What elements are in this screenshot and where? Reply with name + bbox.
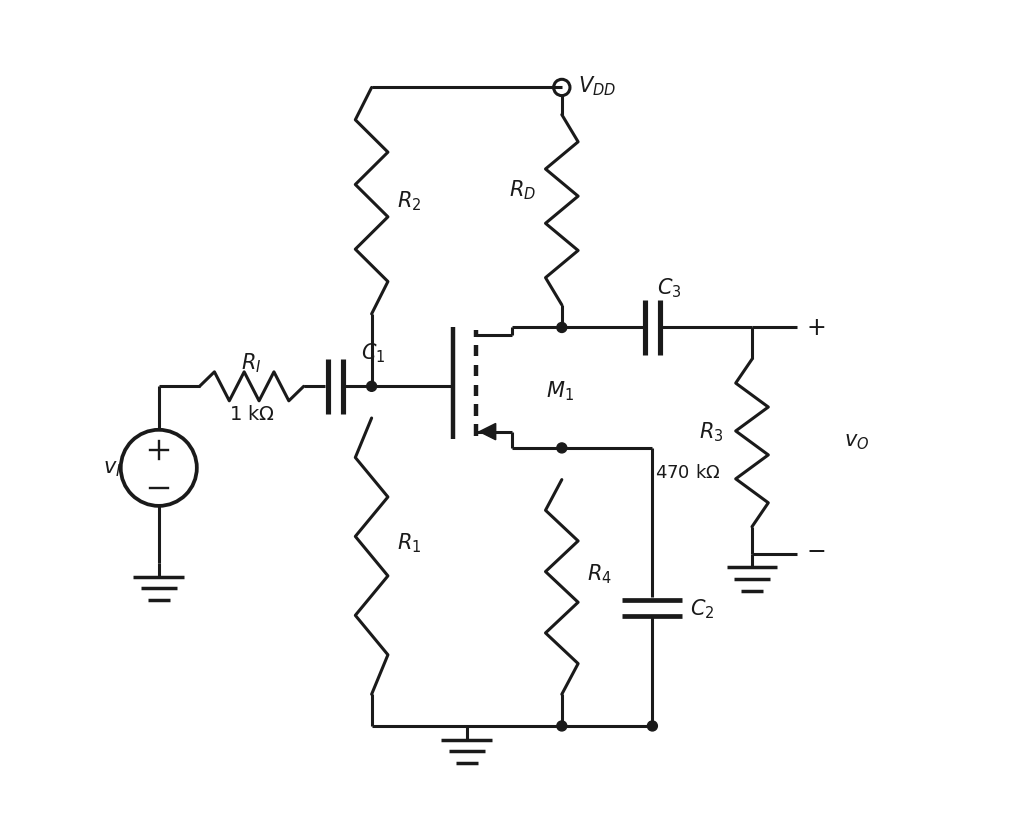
Text: $R_1$: $R_1$	[397, 531, 421, 555]
Text: $V_{DD}$: $V_{DD}$	[579, 75, 616, 99]
Text: $C_1$: $C_1$	[360, 340, 385, 364]
Text: $C_3$: $C_3$	[657, 276, 682, 299]
Text: $R_4$: $R_4$	[587, 562, 612, 585]
Circle shape	[367, 382, 377, 392]
Polygon shape	[479, 424, 496, 440]
Text: 1 k$\Omega$: 1 k$\Omega$	[228, 405, 274, 423]
Circle shape	[557, 721, 567, 731]
Text: 470 k$\Omega$: 470 k$\Omega$	[654, 464, 720, 482]
Text: $R_3$: $R_3$	[698, 421, 723, 444]
Circle shape	[557, 323, 567, 333]
Text: $v_I$: $v_I$	[102, 458, 121, 479]
Text: $v_O$: $v_O$	[845, 431, 869, 451]
Text: $M_1$: $M_1$	[547, 379, 574, 402]
Text: $-$: $-$	[806, 537, 825, 561]
Text: $R_I$: $R_I$	[242, 350, 262, 374]
Circle shape	[557, 444, 567, 454]
Text: $+$: $+$	[806, 316, 825, 340]
Text: $C_2$: $C_2$	[690, 597, 715, 620]
Text: $R_2$: $R_2$	[397, 190, 421, 213]
Text: $R_D$: $R_D$	[509, 178, 537, 202]
Circle shape	[647, 721, 657, 731]
